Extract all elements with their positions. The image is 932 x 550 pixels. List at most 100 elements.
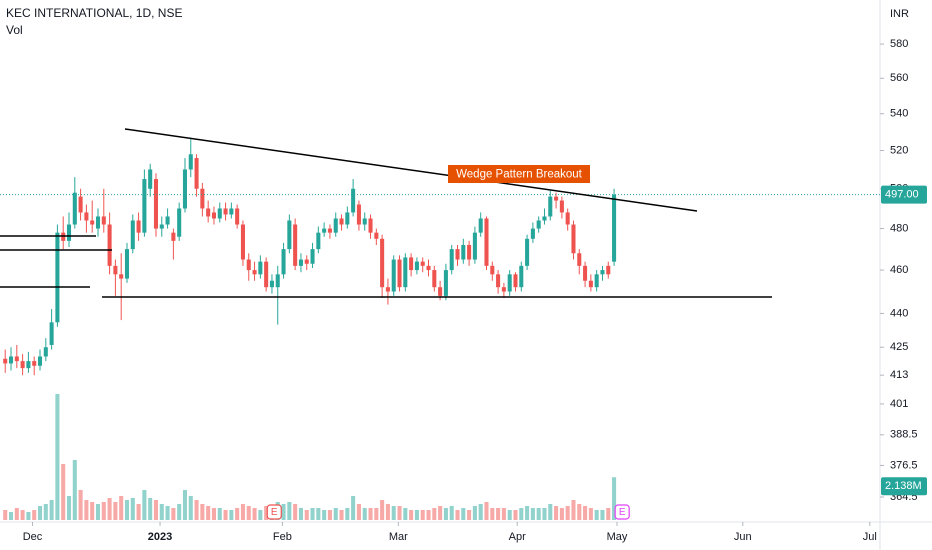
- volume-bar: [606, 508, 611, 520]
- volume-bar: [432, 508, 437, 520]
- candle-body: [20, 361, 25, 369]
- earnings-marker: [266, 504, 282, 520]
- candle-body: [8, 356, 14, 364]
- volume-bar: [153, 500, 159, 520]
- candle-body: [362, 218, 367, 225]
- volume-bar: [327, 510, 332, 520]
- currency-label: INR: [890, 8, 909, 20]
- volume-bar: [438, 506, 443, 520]
- volume-bar: [182, 490, 188, 520]
- candle-body: [223, 208, 228, 215]
- volume-bar: [496, 508, 501, 520]
- volume-bar: [211, 508, 216, 520]
- volume-bar: [310, 508, 315, 520]
- chart-title: KEC INTERNATIONAL, 1D, NSE: [6, 6, 182, 20]
- candle-body: [310, 249, 315, 264]
- volume-bar: [72, 460, 77, 520]
- candle-body: [206, 208, 211, 217]
- volume-bar: [148, 498, 153, 520]
- candle-body: [43, 347, 48, 357]
- candle-body: [351, 188, 356, 213]
- candle-body: [37, 356, 43, 366]
- y-tick-label: 401: [890, 398, 908, 410]
- candle-body: [588, 280, 593, 288]
- volume-bar: [55, 394, 60, 520]
- volume-bar: [316, 508, 321, 520]
- volume-bar: [333, 508, 338, 520]
- candle-body: [583, 265, 588, 281]
- volume-bar: [461, 508, 466, 520]
- volume-bar: [467, 510, 472, 520]
- volume-bar: [420, 510, 425, 520]
- candle-body: [322, 228, 327, 233]
- volume-bar: [362, 508, 367, 520]
- candle-body: [548, 196, 553, 217]
- candle-body: [542, 216, 547, 221]
- candle-body: [600, 270, 605, 275]
- y-tick-label: 425: [890, 341, 908, 353]
- y-tick-label: 460: [890, 264, 908, 276]
- volume-bar: [501, 508, 506, 520]
- y-tick-label: 440: [890, 307, 908, 319]
- candle-body: [200, 188, 205, 209]
- volume-bar: [507, 510, 512, 520]
- candle-body: [66, 224, 72, 241]
- volume-bar: [293, 504, 298, 520]
- candle-body: [391, 259, 396, 292]
- volume-bar: [8, 512, 14, 520]
- volume-bar: [61, 464, 66, 520]
- candle-body: [472, 232, 477, 260]
- y-tick-label: 480: [890, 222, 908, 234]
- candle-body: [240, 224, 245, 260]
- candle-body: [90, 220, 95, 225]
- volume-bar: [339, 510, 344, 520]
- volume-bar: [542, 508, 547, 520]
- x-tick-label: Jun: [734, 531, 752, 543]
- volume-bar: [472, 506, 477, 520]
- volume-bar: [513, 510, 518, 520]
- candle-body: [235, 208, 240, 225]
- volume-bar: [177, 504, 182, 520]
- volume-bar: [356, 504, 361, 520]
- volume-bar: [484, 502, 489, 520]
- candle-body: [142, 179, 147, 233]
- candle-body: [130, 220, 135, 250]
- volume-bar: [171, 508, 176, 520]
- candle-body: [455, 249, 460, 260]
- volume-bar: [130, 498, 135, 520]
- volume-bar: [588, 508, 593, 520]
- volume-bar: [536, 508, 541, 520]
- volume-bar: [142, 490, 147, 520]
- last-price-box: [881, 185, 927, 204]
- volume-bar: [374, 508, 379, 520]
- candle-body: [461, 244, 466, 260]
- volume-bar: [49, 500, 54, 520]
- volume-bar: [165, 506, 170, 520]
- y-tick-label: 376.5: [890, 459, 918, 471]
- candle-body: [316, 232, 321, 250]
- candle-body: [594, 274, 599, 288]
- axes: 364.5376.5388.54014134254404604805005205…: [23, 38, 927, 543]
- candle-body: [525, 238, 530, 266]
- volume-indicator-label: Vol: [6, 23, 23, 37]
- candle-body: [72, 192, 77, 225]
- candle-body: [449, 249, 454, 271]
- volume-bar: [409, 510, 414, 520]
- earnings-marker: [614, 504, 630, 520]
- x-tick-label: Jul: [863, 531, 877, 543]
- x-tick-label: Apr: [509, 531, 526, 543]
- volume-bar: [571, 500, 576, 520]
- volume-bar: [246, 506, 251, 520]
- candle-body: [554, 196, 559, 201]
- candle-body: [403, 257, 408, 288]
- candle-body: [49, 322, 54, 345]
- candle-body: [374, 232, 379, 239]
- volume-bar: [124, 500, 130, 520]
- volume-bar: [478, 504, 483, 520]
- volume-bar: [20, 510, 25, 520]
- volume-bar: [565, 506, 570, 520]
- candle-body: [188, 154, 193, 170]
- volume-bar: [159, 504, 164, 520]
